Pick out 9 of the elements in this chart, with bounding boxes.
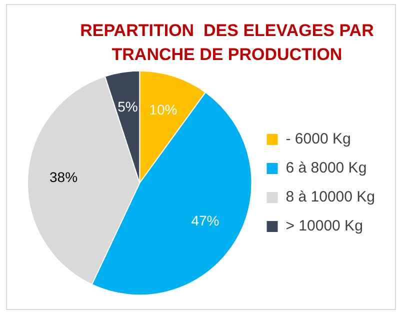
legend-label: 8 à 10000 Kg bbox=[286, 188, 376, 206]
data-label: 10% bbox=[149, 101, 178, 118]
legend-label: - 6000 Kg bbox=[286, 130, 351, 148]
legend-label: 6 à 8000 Kg bbox=[286, 160, 367, 177]
data-label: 47% bbox=[191, 212, 220, 229]
data-label: 5% bbox=[118, 98, 138, 115]
legend-label: > 10000 Kg bbox=[286, 218, 363, 235]
data-label: 38% bbox=[50, 169, 78, 186]
chart-title: REPARTITION DES ELEVAGES PAR TRANCHE DE PRODUCTION bbox=[79, 20, 375, 66]
